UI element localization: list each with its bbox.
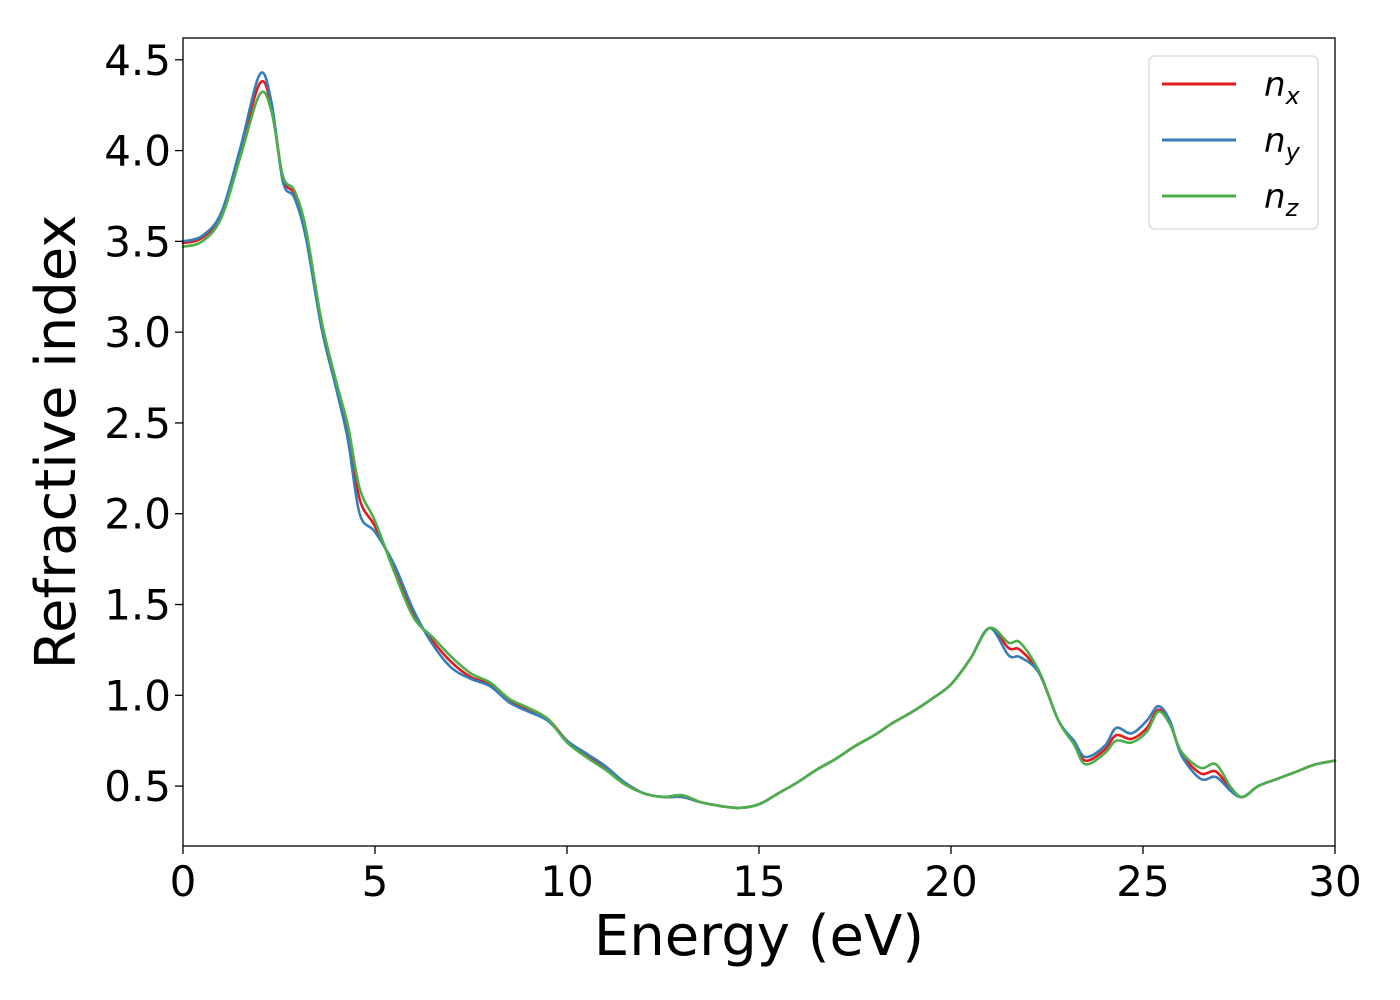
y-tick-label: 4.5 — [104, 36, 171, 85]
x-tick-label: 30 — [1308, 857, 1361, 906]
legend-subscript-y: y — [1285, 138, 1301, 166]
y-tick-label: 1.0 — [104, 671, 171, 720]
series-line-n-z — [181, 90, 1337, 810]
legend-box — [1148, 55, 1319, 230]
x-tick-label: 10 — [540, 857, 593, 906]
legend-label-x: nx — [1264, 65, 1301, 110]
y-tick-label: 3.5 — [104, 217, 171, 266]
series-layer — [181, 71, 1337, 810]
y-tick-label: 1.5 — [104, 581, 171, 630]
x-axis: 0 5 10 15 20 25 30 — [170, 846, 1362, 906]
x-tick-label: 15 — [732, 857, 785, 906]
y-tick-label: 0.5 — [104, 762, 171, 811]
legend-subscript-z: z — [1285, 194, 1300, 222]
x-tick-label: 20 — [924, 857, 977, 906]
x-axis-title: Energy (eV) — [594, 904, 924, 969]
x-tick-label: 0 — [170, 857, 197, 906]
y-tick-label: 4.0 — [104, 127, 171, 176]
y-axis-title: Refractive index — [24, 215, 89, 670]
x-tick-label: 25 — [1116, 857, 1169, 906]
x-tick-label: 5 — [362, 857, 389, 906]
y-tick-label: 2.0 — [104, 490, 171, 539]
legend-subscript-x: x — [1285, 82, 1301, 110]
y-tick-label: 2.5 — [104, 399, 171, 448]
y-tick-label: 3.0 — [104, 308, 171, 357]
y-axis: 0.5 1.0 1.5 2.0 2.5 3.0 3.5 4.0 4.5 — [104, 36, 183, 811]
